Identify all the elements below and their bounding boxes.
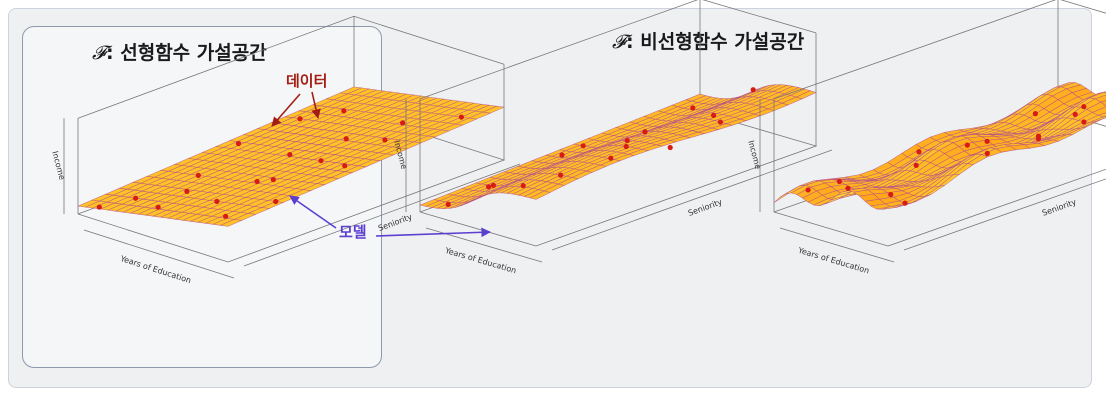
data-point xyxy=(984,150,990,156)
y-axis-line xyxy=(551,149,833,251)
data-point xyxy=(690,105,696,111)
data-point xyxy=(1032,111,1038,117)
data-point xyxy=(559,152,565,158)
data-arrow-1 xyxy=(271,93,301,127)
data-point xyxy=(836,178,843,185)
box-top-edge xyxy=(419,0,817,100)
x-axis-label: Years of Education xyxy=(118,254,192,285)
data-point xyxy=(297,116,303,122)
data-point xyxy=(486,184,492,190)
data-point xyxy=(964,142,970,148)
data-point xyxy=(195,172,201,179)
y-axis-line xyxy=(243,163,521,267)
x-axis-line xyxy=(779,227,895,263)
data-point xyxy=(273,198,279,205)
y-axis-line xyxy=(903,178,1106,251)
data-point xyxy=(458,114,464,120)
nonlinear-hypothesis-title: 𝓕: 비선형함수 가설공간 xyxy=(612,31,805,53)
data-point xyxy=(642,129,648,135)
data-point xyxy=(184,188,190,194)
data-point xyxy=(750,87,756,93)
data-point xyxy=(254,178,260,185)
data-label: 데이터 xyxy=(286,72,328,90)
data-point xyxy=(382,137,388,143)
data-point xyxy=(214,198,220,204)
y-axis-label: Seniority xyxy=(1041,197,1078,217)
data-point xyxy=(133,195,139,201)
data-point xyxy=(1035,133,1042,139)
model-arrow-1 xyxy=(289,195,337,229)
surface-mesh xyxy=(419,84,817,209)
data-points xyxy=(96,108,464,219)
data-point xyxy=(888,191,894,198)
data-point xyxy=(155,204,161,210)
data-point xyxy=(1081,104,1087,110)
x-axis-line xyxy=(83,229,235,279)
data-point xyxy=(717,119,724,125)
data-point xyxy=(984,138,990,144)
data-point xyxy=(667,144,673,151)
data-points xyxy=(805,104,1087,206)
data-point xyxy=(287,151,293,158)
data-point xyxy=(580,143,586,149)
data-point xyxy=(1081,119,1087,125)
data-point xyxy=(235,141,242,147)
data-arrow-2 xyxy=(311,91,321,119)
data-points xyxy=(445,87,756,208)
data-point xyxy=(624,137,630,144)
data-point xyxy=(343,136,349,142)
data-point xyxy=(341,108,347,114)
box-top-edge xyxy=(773,0,1106,100)
surface-mesh xyxy=(76,86,506,227)
data-point xyxy=(490,182,496,188)
model-label: 모델 xyxy=(339,223,367,241)
data-point xyxy=(913,162,919,168)
data-point xyxy=(623,143,629,150)
x-axis-label: Years of Education xyxy=(443,246,517,276)
data-point xyxy=(1072,111,1078,117)
data-point xyxy=(270,177,276,183)
data-point xyxy=(558,172,564,178)
data-point xyxy=(711,112,717,118)
surface-mesh xyxy=(773,82,1106,210)
data-point xyxy=(400,120,406,126)
data-point xyxy=(520,183,526,189)
data-point xyxy=(96,204,102,210)
data-point xyxy=(318,158,324,164)
data-point xyxy=(342,163,348,169)
data-point xyxy=(916,149,922,155)
annotation-arrows xyxy=(271,91,491,238)
x-axis-label: Years of Education xyxy=(796,245,870,275)
data-point xyxy=(902,200,908,206)
data-point xyxy=(805,187,811,193)
data-point xyxy=(608,155,614,161)
linear-hypothesis-title: 𝓕: 선형함수 가설공간 xyxy=(92,42,267,64)
data-point xyxy=(223,213,229,219)
data-point xyxy=(845,185,851,191)
y-axis-label: Seniority xyxy=(377,212,414,233)
model-arrow-2 xyxy=(375,227,491,238)
y-axis-label: Seniority xyxy=(687,197,724,218)
data-point xyxy=(445,201,451,208)
